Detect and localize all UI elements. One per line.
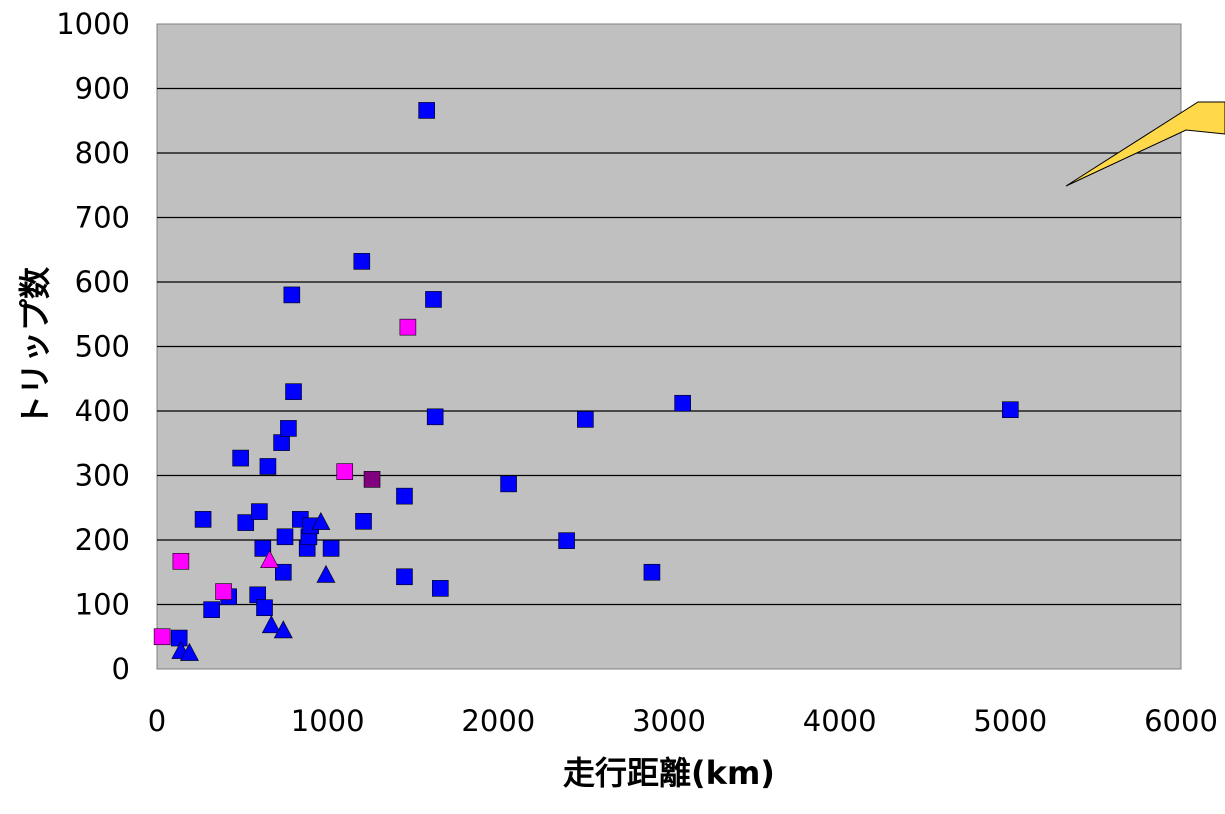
data-point-square xyxy=(153,628,171,646)
data-point-square xyxy=(285,383,302,400)
x-tick-label: 4000 xyxy=(803,704,877,738)
x-tick-label: 1000 xyxy=(291,704,365,738)
y-tick-label: 400 xyxy=(75,394,130,428)
data-point-square xyxy=(577,411,594,428)
y-tick-label: 0 xyxy=(112,652,130,686)
data-point-square xyxy=(353,253,371,270)
data-point-triangle xyxy=(260,549,280,568)
data-point-square xyxy=(432,580,449,597)
data-point-square xyxy=(273,434,290,451)
data-point-square xyxy=(363,471,381,488)
x-tick-label: 6000 xyxy=(1144,704,1218,738)
data-point-square xyxy=(276,528,294,546)
data-point-triangle xyxy=(311,511,331,530)
y-tick-label: 500 xyxy=(75,330,130,364)
data-point-square xyxy=(170,629,188,647)
data-point-square xyxy=(500,475,517,493)
data-point-square xyxy=(396,568,413,586)
data-point-square xyxy=(254,540,272,557)
y-tick-label: 900 xyxy=(75,72,130,106)
data-point-square xyxy=(172,552,190,570)
data-point-square xyxy=(558,532,575,549)
data-point-square xyxy=(203,601,220,618)
data-point-square xyxy=(274,563,292,581)
data-point-triangle xyxy=(179,642,199,661)
y-axis-title: トリップ数 xyxy=(16,266,54,427)
data-point-square xyxy=(643,563,661,581)
data-point-square xyxy=(322,540,340,557)
data-point-square xyxy=(232,449,249,467)
x-tick-label: 0 xyxy=(148,704,166,738)
x-tick-label: 5000 xyxy=(973,704,1047,738)
y-tick-label: 800 xyxy=(75,136,130,170)
data-point-triangle xyxy=(316,564,336,583)
callout-pointer xyxy=(1065,101,1225,187)
data-point-square xyxy=(674,394,691,412)
y-tick-label: 200 xyxy=(75,523,130,557)
data-point-square xyxy=(280,420,297,437)
x-axis-title: 走行距離(km) xyxy=(563,754,775,792)
data-point-square xyxy=(1002,401,1019,419)
data-point-square xyxy=(399,318,417,336)
data-point-square xyxy=(215,583,232,600)
data-point-square xyxy=(283,286,301,304)
y-tick-label: 700 xyxy=(75,201,130,235)
data-point-triangle xyxy=(261,615,281,634)
x-tick-label: 2000 xyxy=(461,704,535,738)
data-point-square xyxy=(425,291,442,308)
data-point-square xyxy=(418,102,435,119)
data-point-square xyxy=(259,458,277,475)
callout-pointer-shape xyxy=(1065,101,1225,187)
data-point-triangle xyxy=(273,620,293,639)
data-point-square xyxy=(256,599,273,617)
gridlines xyxy=(157,87,1181,606)
x-tick-label: 3000 xyxy=(632,704,706,738)
data-point-square xyxy=(237,514,255,531)
y-tick-label: 1000 xyxy=(56,7,130,41)
x-axis-ticks: 0 1000 2000 3000 4000 5000 6000 xyxy=(148,704,1218,738)
y-tick-label: 600 xyxy=(75,265,130,299)
data-point-square xyxy=(426,408,444,426)
data-point-square xyxy=(355,512,372,530)
y-tick-label: 100 xyxy=(75,588,130,622)
data-point-square xyxy=(336,463,354,480)
data-point-square xyxy=(396,487,413,505)
y-axis-ticks: 0 100 200 300 400 500 600 700 800 900 1000 xyxy=(56,7,130,686)
y-tick-label: 300 xyxy=(75,459,130,493)
data-point-square xyxy=(251,503,268,520)
data-point-square xyxy=(194,511,212,528)
data-markers xyxy=(153,102,1019,661)
